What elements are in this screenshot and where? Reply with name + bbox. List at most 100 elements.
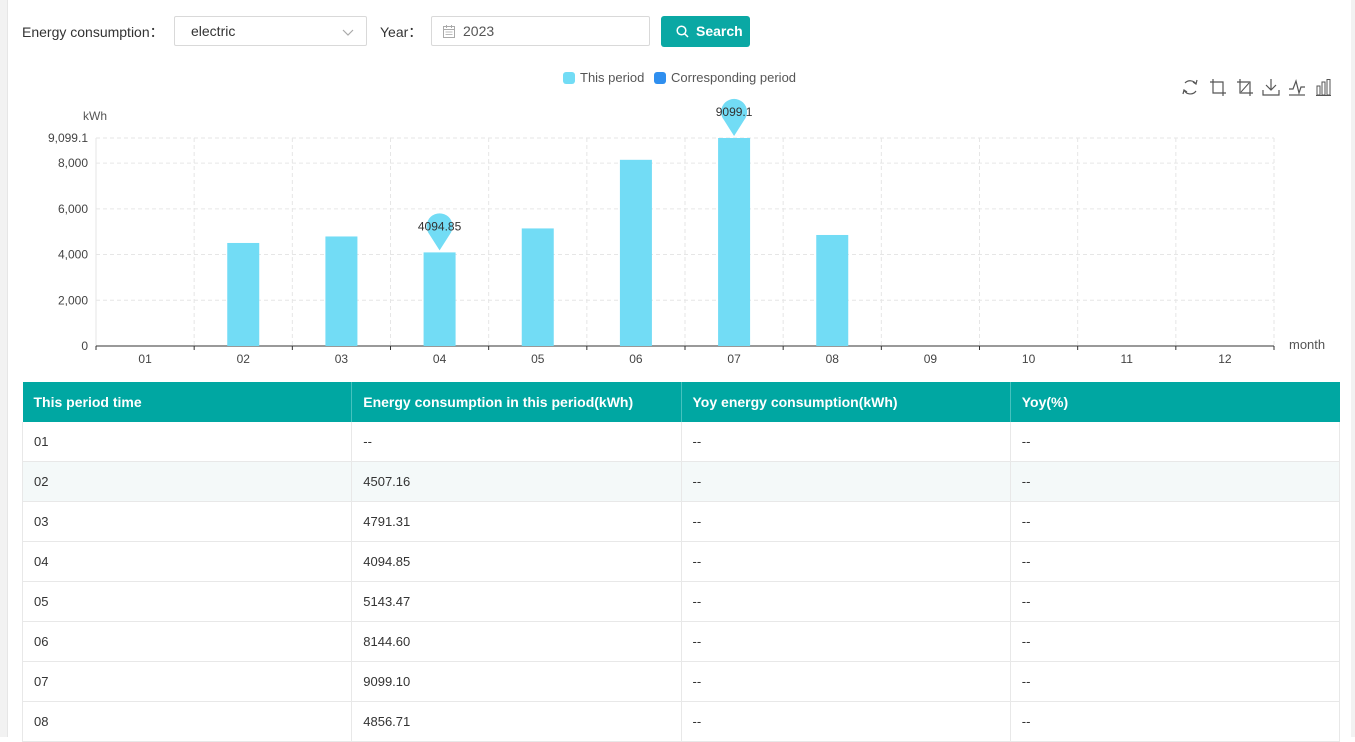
cell-energy: 9099.10 [351,661,682,702]
x-tick-label: 06 [629,352,643,366]
bar-chart-icon[interactable] [1316,79,1331,96]
cell-energy: 4856.71 [351,701,682,742]
marker-label: 4094.85 [418,219,462,233]
bar [423,252,456,346]
cell-yoy-energy: -- [681,661,1011,702]
cell-yoy-energy: -- [681,701,1011,742]
column-header-yoy-consumption: Yoy energy consumption(kWh) [681,382,1011,422]
refresh-icon[interactable] [1182,79,1198,95]
bar [816,234,849,346]
table-row: 03 4791.31 -- -- [21,501,1341,542]
cell-period-time: 05 [21,581,353,622]
x-tick-label: 04 [433,352,447,366]
cell-period-time: 01 [21,422,353,462]
year-label: Year： [380,24,423,40]
energy-chart: This period Corresponding period [0,60,1355,380]
line-chart-icon[interactable] [1289,78,1305,96]
zoom-icon[interactable] [1210,79,1226,96]
search-button-label: Search [696,23,743,39]
marker-label: 9099.1 [716,105,753,119]
left-scroll-edge [0,0,8,737]
cell-yoy-percent: -- [1010,422,1341,462]
bar [718,138,751,346]
legend-item-corresponding-period[interactable]: Corresponding period [654,70,796,86]
table-row: 08 4856.71 -- -- [21,701,1341,742]
table-row: 02 4507.16 -- -- [21,461,1341,502]
bar [521,228,554,346]
zoom-reset-icon[interactable] [1237,79,1253,96]
y-axis-name: kWh [83,109,107,123]
cell-yoy-energy: -- [681,621,1011,662]
legend-swatch-this-period [563,72,575,84]
cell-yoy-energy: -- [681,422,1011,462]
x-tick-label: 07 [727,352,741,366]
table-row: 06 8144.60 -- -- [21,621,1341,662]
search-button[interactable]: Search [661,16,750,47]
cell-yoy-percent: -- [1010,701,1341,742]
bar [227,242,260,346]
cell-period-time: 06 [21,621,353,662]
chart-plot: 0 2,000 4,000 6,000 8,000 9,099.1 kWh month 01 02… [48,98,1325,366]
x-tick-label: 03 [335,352,349,366]
cell-energy: 4094.85 [351,541,682,582]
marker-pin [721,98,748,136]
cell-period-time: 02 [21,461,353,502]
table-row: 04 4094.85 -- -- [21,541,1341,582]
cell-period-time: 04 [21,541,353,582]
year-picker[interactable]: 2023 [431,16,650,46]
legend-item-this-period[interactable]: This period [563,70,644,86]
cell-yoy-energy: -- [681,461,1011,502]
cell-yoy-percent: -- [1010,501,1341,542]
table-header-row: This period time Energy consumption in t… [22,382,1340,422]
x-tick-label: 05 [531,352,545,366]
x-tick-label: 02 [237,352,251,366]
table-row: 05 5143.47 -- -- [21,581,1341,622]
right-scroll-edge [1351,0,1355,737]
y-tick-label: 0 [81,339,88,353]
y-tick-label: 8,000 [58,156,88,170]
chart-toolbox [1182,78,1331,96]
y-tick-label: 9,099.1 [48,131,88,145]
energy-type-select[interactable]: electric [174,16,367,46]
legend-label-this-period: This period [580,70,645,85]
marker-pin [426,213,453,251]
energy-type-value: electric [191,23,236,39]
cell-energy: 4791.31 [351,501,682,542]
x-tick-label: 12 [1218,352,1232,366]
search-icon [676,25,689,38]
cell-yoy-energy: -- [681,581,1011,622]
legend-swatch-corresponding-period [654,72,666,84]
legend-label-corresponding-period: Corresponding period [671,70,797,85]
column-header-period-time: This period time [22,382,353,422]
cell-energy: -- [351,422,682,462]
y-tick-label: 6,000 [58,202,88,216]
download-icon[interactable] [1262,79,1280,96]
x-tick-label: 11 [1121,352,1134,366]
cell-yoy-percent: -- [1010,661,1341,702]
table-row: 01 -- -- -- [21,422,1341,462]
cell-energy: 8144.60 [351,621,682,662]
table-row: 07 9099.10 -- -- [21,661,1341,702]
data-table: This period time Energy consumption in t… [21,382,1341,742]
cell-energy: 5143.47 [351,581,682,622]
cell-period-time: 08 [21,701,353,742]
x-tick-label: 10 [1022,352,1036,366]
chevron-down-icon [342,29,354,36]
x-tick-label: 09 [924,352,938,366]
cell-period-time: 03 [21,501,353,542]
cell-yoy-percent: -- [1010,581,1341,622]
column-header-energy-consumption: Energy consumption in this period(kWh) [351,382,682,422]
x-tick-label: 08 [826,352,840,366]
filter-bar: Energy consumption： electric Year： 2023 … [0,0,1355,64]
calendar-icon [443,25,455,38]
y-tick-label: 2,000 [58,293,88,307]
cell-period-time: 07 [21,661,353,702]
bar [619,159,652,346]
cell-energy: 4507.16 [351,461,682,502]
x-tick-label: 01 [138,352,152,366]
cell-yoy-percent: -- [1010,621,1341,662]
energy-consumption-label: Energy consumption： [22,24,164,40]
cell-yoy-percent: -- [1010,461,1341,502]
cell-yoy-energy: -- [681,501,1011,542]
year-value: 2023 [463,23,495,39]
